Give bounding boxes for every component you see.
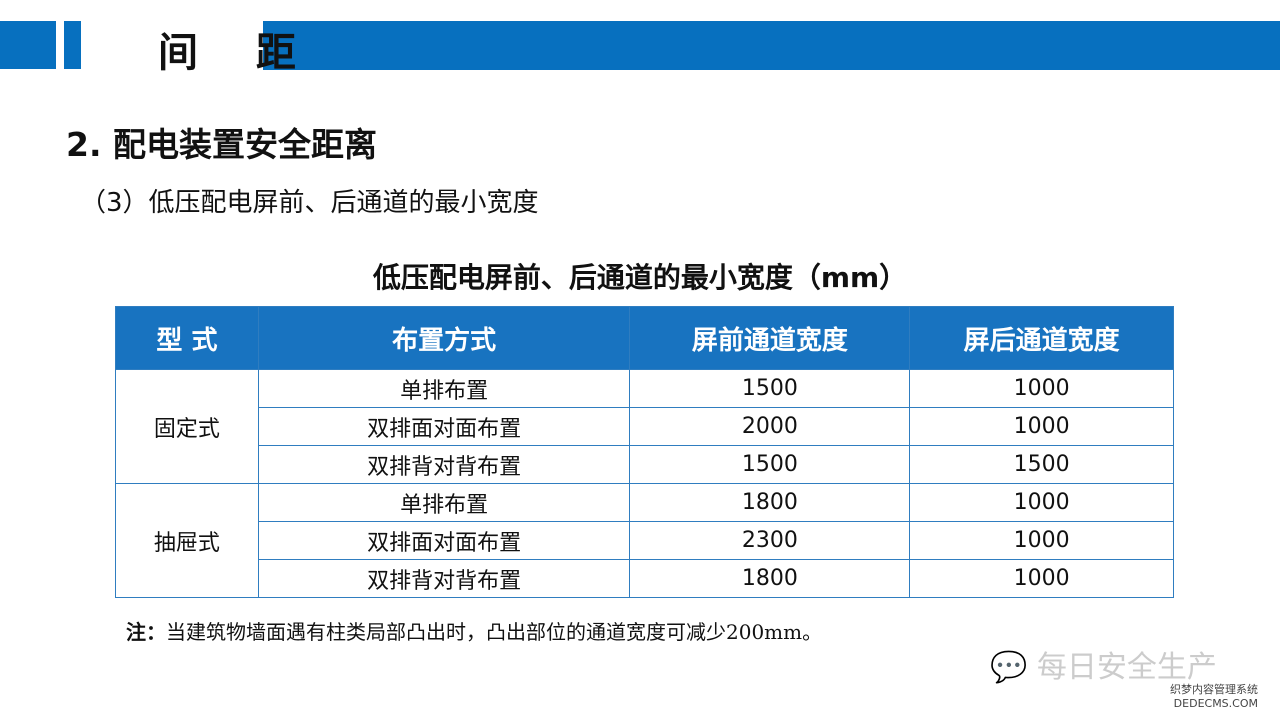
header-bar-block [0,21,56,69]
site-name: 织梦内容管理系统 [1170,683,1258,696]
header-bar [263,21,1280,70]
table-cell: 单排布置 [257,369,631,408]
col-header: 屏后通道宽度 [909,306,1174,370]
distance-table: 型 式 布置方式 屏前通道宽度 屏后通道宽度 固定式 单排布置 1500 1000 双排… [115,306,1174,598]
table-row: 固定式 单排布置 1500 1000 [115,369,1174,484]
table-row: 双排背对背布置 1500 1500 [116,445,1174,484]
section-title: 2. 配电装置安全距离 [66,125,377,164]
note: 注：当建筑物墙面遇有柱类局部凸出时，凸出部位的通道宽度可减少200mm。 [126,616,822,645]
site-domain: DEDECMS.COM [1173,697,1258,710]
table-row: 抽屉式 单排布置 1800 1000 [115,483,1174,598]
wechat-icon: 💬 [990,650,1028,685]
table-caption: 低压配电屏前、后通道的最小宽度（mm） [372,261,908,294]
table-cell: 单排布置 [257,483,631,522]
table-cell: 1800 [629,483,911,522]
table-cell: 1500 [629,445,911,484]
table-cell: 双排背对背布置 [257,559,631,598]
col-header: 型 式 [115,306,259,370]
table-cell: 2300 [629,521,911,560]
watermark: 💬 每日安全生产 [990,642,1217,686]
col-header: 布置方式 [257,306,631,370]
watermark-text: 每日安全生产 [1036,650,1217,685]
table-cell: 1500 [909,445,1174,484]
site-watermark: 织梦内容管理系统 DEDECMS.COM [1170,683,1258,711]
note-label: 注： [126,620,166,644]
table-cell: 1500 [629,369,911,408]
page-title: 间 距 [158,30,318,76]
subtitle: （3）低压配电屏前、后通道的最小宽度 [80,188,539,218]
note-text: 当建筑物墙面遇有柱类局部凸出时，凸出部位的通道宽度可减少200mm。 [166,620,823,644]
table-cell: 双排面对面布置 [257,407,631,446]
table-cell: 2000 [629,407,911,446]
table-row: 双排面对面布置 2000 1000 [116,407,1174,446]
type-cell: 抽屉式 [115,483,259,598]
table-cell: 1800 [629,559,911,598]
table-cell: 1000 [909,369,1174,408]
table-cell: 双排背对背布置 [257,445,631,484]
col-header: 屏前通道宽度 [629,306,911,370]
table-cell: 1000 [909,483,1174,522]
table-row: 双排面对面布置 2300 1000 [116,521,1174,560]
header-bar-block [64,21,81,69]
table-cell: 1000 [909,521,1174,560]
table-cell: 1000 [909,559,1174,598]
table-cell: 1000 [909,407,1174,446]
table-cell: 双排面对面布置 [257,521,631,560]
table-row: 双排背对背布置 1800 1000 [116,559,1174,598]
type-cell: 固定式 [115,369,259,484]
